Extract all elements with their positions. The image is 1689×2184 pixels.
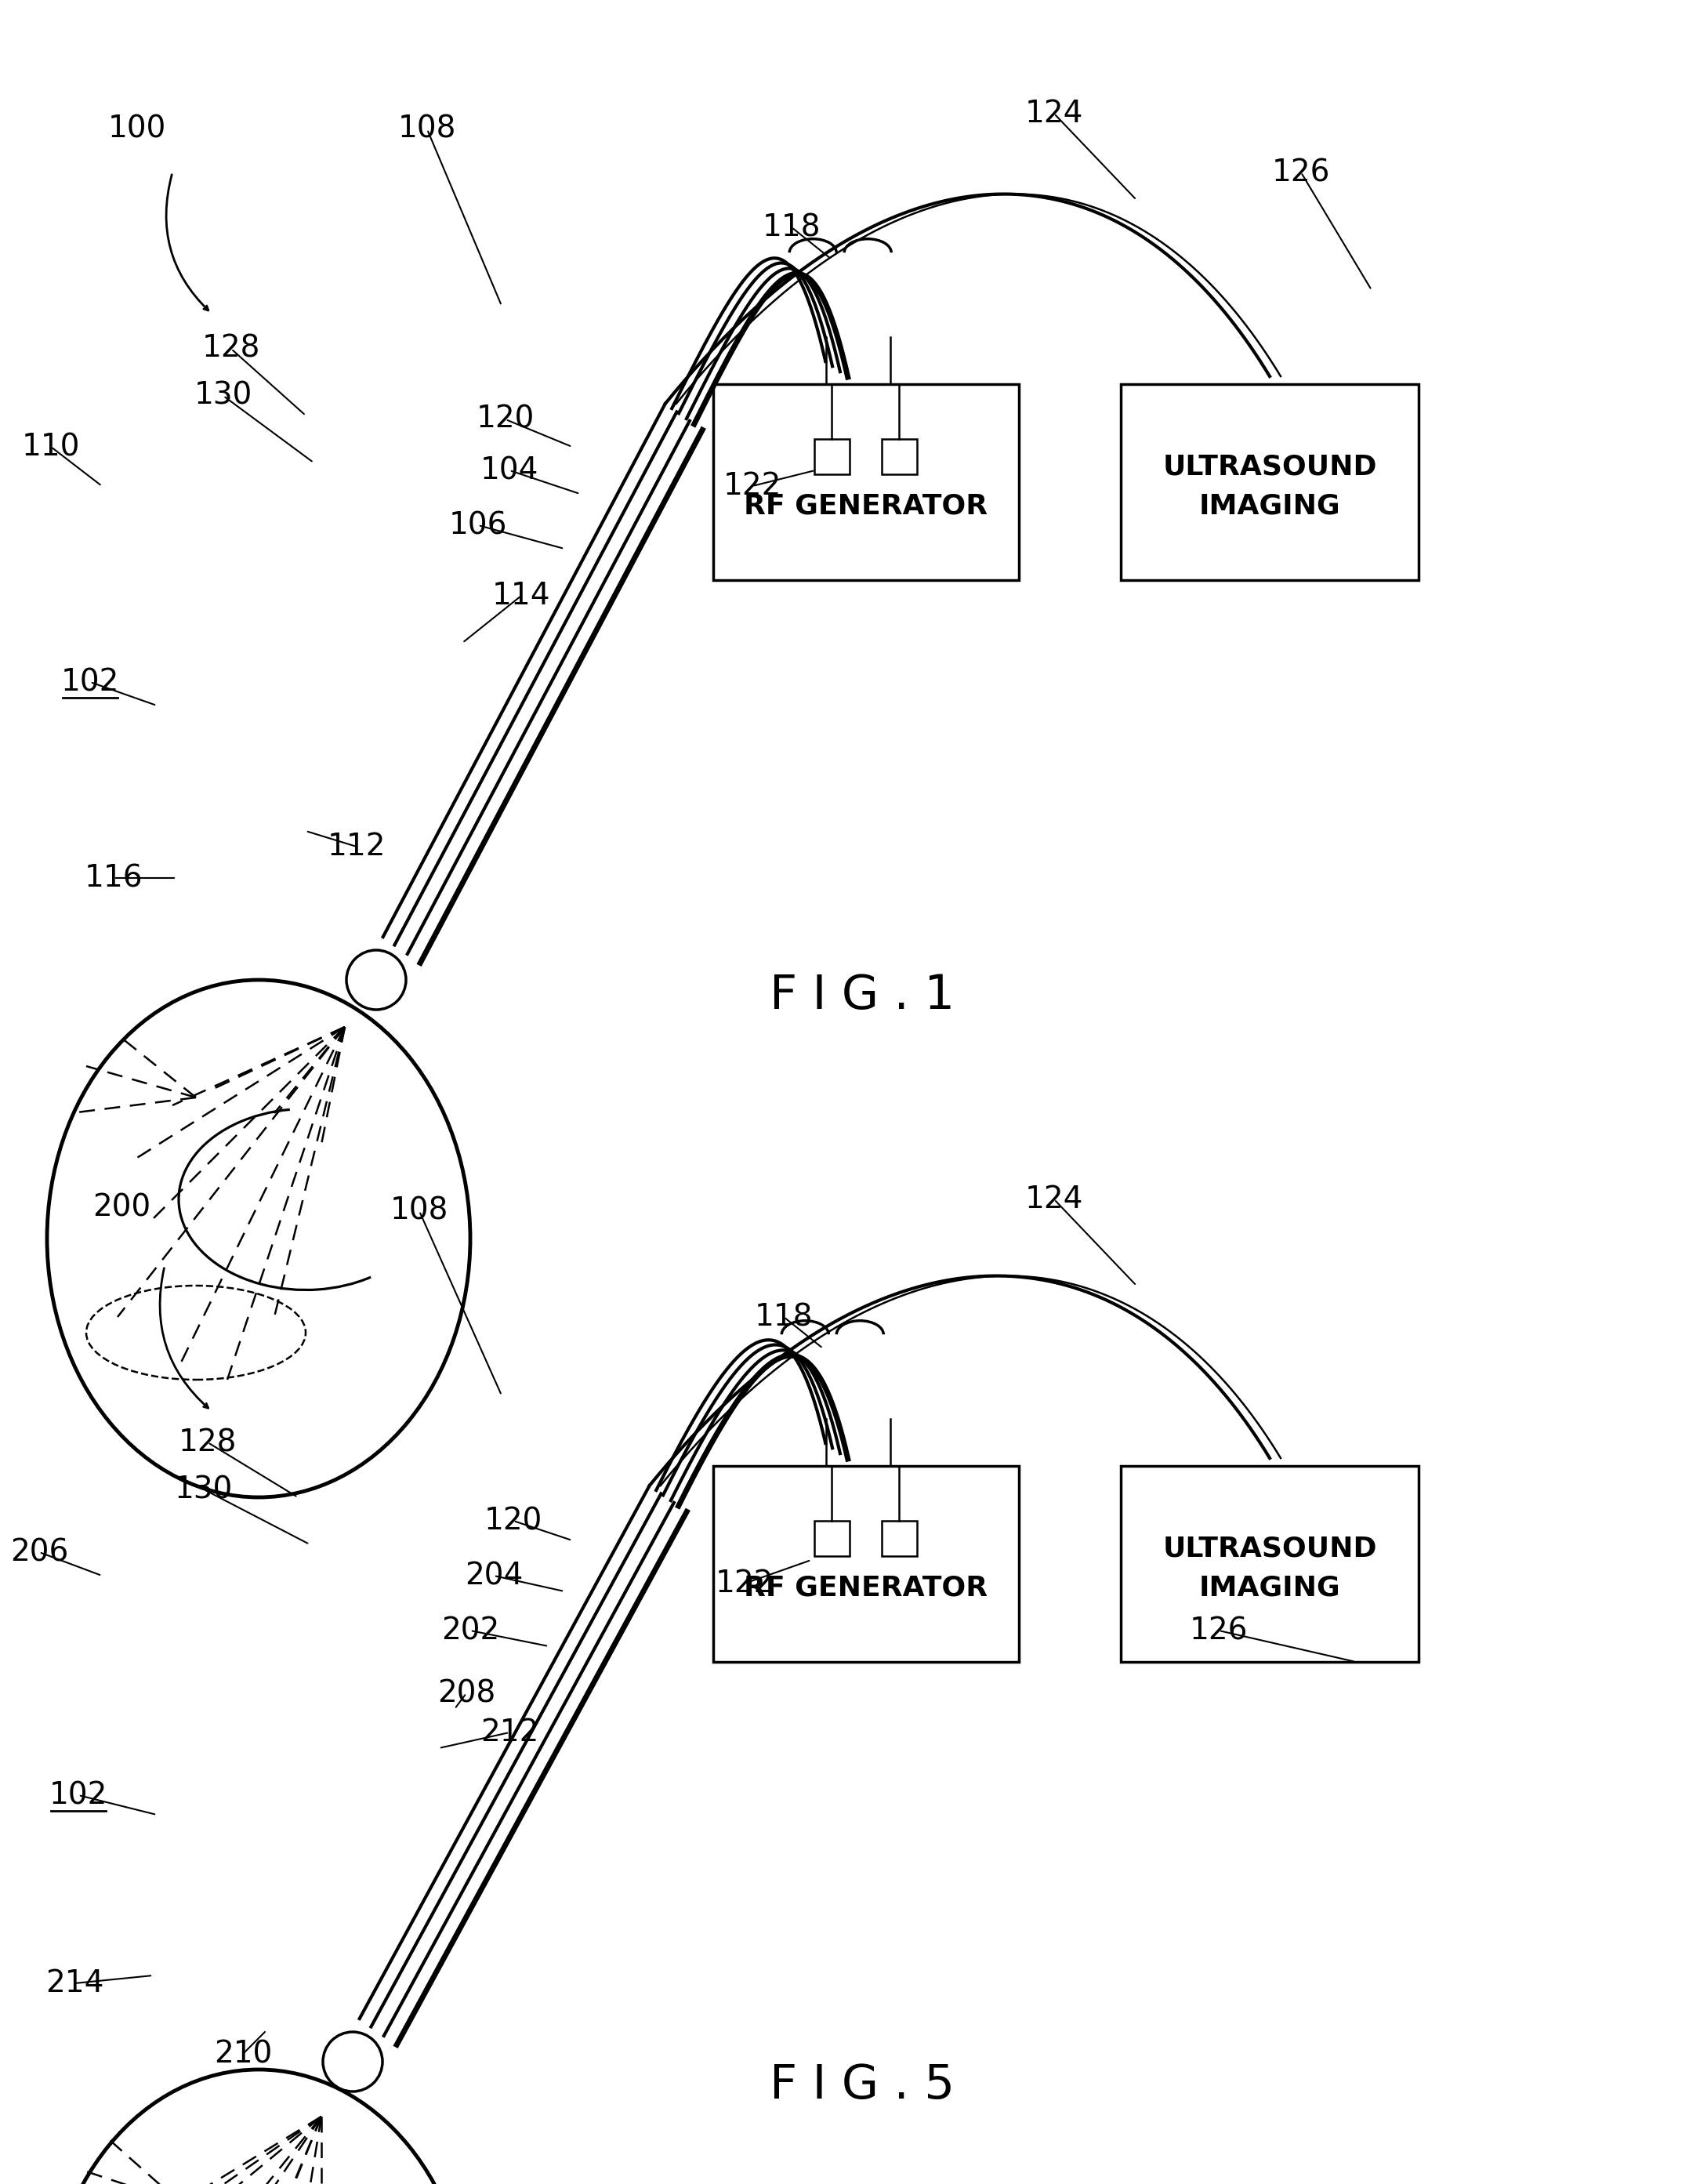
Bar [1121,1465,1419,1662]
Text: 102: 102 [61,666,120,697]
Text: 108: 108 [390,1197,449,1225]
Text: 200: 200 [93,1192,150,1223]
Text: ULTRASOUND: ULTRASOUND [1162,1535,1377,1562]
Text: ULTRASOUND: ULTRASOUND [1162,452,1377,480]
Text: 122: 122 [716,1568,774,1599]
Text: 114: 114 [491,581,551,612]
Text: 130: 130 [194,380,253,411]
Text: 126: 126 [1272,157,1331,188]
Bar [814,439,850,474]
Bar [814,1520,850,1555]
Text: 118: 118 [762,212,821,242]
Text: 122: 122 [723,472,782,500]
Text: 112: 112 [328,832,385,860]
Text: 102: 102 [49,1780,108,1811]
Text: 202: 202 [441,1616,500,1645]
Bar [1121,384,1419,581]
Text: F I G . 1: F I G . 1 [770,972,954,1018]
Text: 108: 108 [399,114,456,144]
Bar [713,1465,1018,1662]
Text: 204: 204 [464,1562,524,1590]
Text: 206: 206 [10,1538,68,1568]
Text: 214: 214 [46,1968,103,1998]
Text: 128: 128 [203,334,260,365]
Text: 124: 124 [1025,1184,1083,1214]
Text: 130: 130 [174,1474,233,1505]
Text: 120: 120 [476,404,535,435]
Bar [882,1520,917,1555]
Text: 212: 212 [480,1717,539,1747]
Text: 120: 120 [485,1507,542,1535]
Text: 100: 100 [108,114,166,144]
Text: IMAGING: IMAGING [1199,1575,1341,1601]
Text: 124: 124 [1025,98,1083,129]
Text: RF GENERATOR: RF GENERATOR [745,1575,988,1601]
Text: 208: 208 [437,1677,495,1708]
Text: RF GENERATOR: RF GENERATOR [745,491,988,520]
Text: 128: 128 [179,1428,236,1457]
Text: 210: 210 [215,2040,272,2068]
Bar [882,439,917,474]
Text: 116: 116 [84,863,144,893]
Text: F I G . 5: F I G . 5 [770,2062,954,2108]
Bar [713,384,1018,581]
Text: 104: 104 [480,456,539,485]
Text: 118: 118 [755,1302,812,1332]
Text: 110: 110 [22,432,79,461]
Text: IMAGING: IMAGING [1199,491,1341,520]
Text: 106: 106 [449,511,507,539]
Text: 126: 126 [1189,1616,1248,1645]
